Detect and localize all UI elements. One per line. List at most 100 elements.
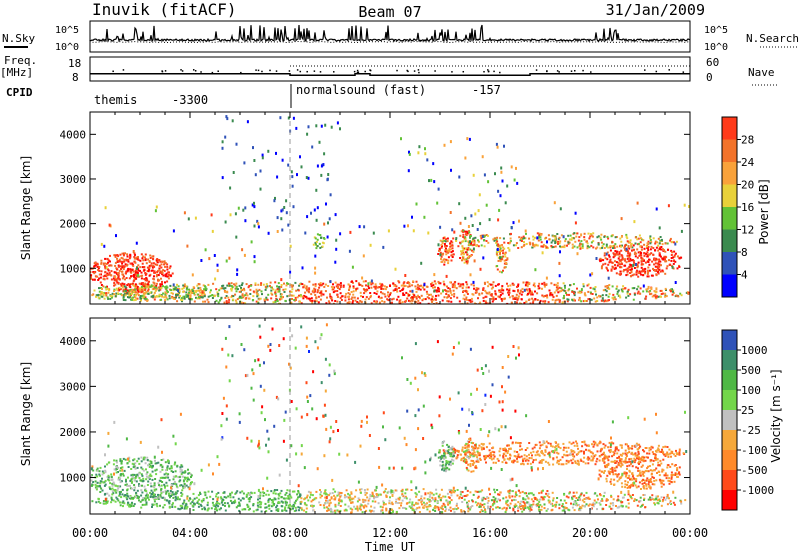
power-cell	[203, 289, 206, 292]
velocity-cell	[164, 486, 166, 489]
power-cell	[349, 230, 352, 234]
power-cell	[606, 258, 609, 261]
power-cell	[155, 205, 158, 209]
power-cell	[312, 243, 315, 246]
power-cell	[401, 301, 404, 304]
power-cell	[144, 292, 147, 295]
power-cell	[161, 280, 163, 283]
velocity-cell	[102, 472, 105, 475]
velocity-cell	[434, 498, 437, 501]
power-cell	[149, 291, 152, 294]
velocity-cell	[349, 507, 352, 510]
power-cell	[652, 253, 655, 256]
velocity-cell	[151, 506, 153, 508]
power-cell	[493, 239, 496, 242]
velocity-cell	[271, 504, 274, 507]
power-cell	[440, 258, 442, 260]
power-cell	[126, 264, 128, 267]
power-cell	[164, 281, 166, 284]
power-cell	[144, 259, 147, 262]
power-cell	[504, 201, 507, 205]
power-cell	[560, 290, 563, 293]
power-cell	[199, 291, 202, 294]
power-cell	[611, 241, 614, 244]
velocity-cell	[201, 508, 204, 511]
power-cell	[559, 240, 562, 243]
power-cell	[302, 286, 305, 289]
power-cell	[464, 289, 467, 292]
velocity-cell	[183, 499, 186, 502]
power-cell	[447, 290, 450, 293]
power-cell	[636, 238, 639, 241]
power-cell	[124, 289, 127, 292]
velocity-cell	[145, 468, 147, 471]
velocity-cell	[564, 506, 567, 509]
power-cell	[563, 244, 566, 247]
power-cell	[501, 292, 504, 295]
velocity-cell	[575, 497, 578, 499]
velocity-cell	[305, 511, 308, 513]
velocity-cell	[199, 491, 201, 494]
power-cell	[658, 265, 661, 268]
velocity-cell	[404, 495, 407, 498]
velocity-cell	[522, 508, 525, 511]
power-cell	[485, 203, 488, 207]
power-cell	[159, 295, 162, 297]
power-cell	[664, 287, 667, 290]
velocity-cell	[656, 499, 659, 502]
power-cell	[487, 292, 490, 295]
power-colorbar-tick-label: 28	[741, 134, 754, 147]
velocity-cell	[156, 505, 159, 508]
velocity-cell	[486, 502, 489, 505]
power-cell	[608, 292, 611, 295]
power-cell	[477, 239, 479, 242]
nave-dot	[313, 70, 316, 72]
power-cell	[551, 239, 554, 242]
power-cell	[345, 292, 348, 295]
power-cell	[542, 243, 545, 246]
power-cell	[633, 261, 636, 264]
velocity-cell	[481, 510, 484, 513]
power-cell	[462, 290, 465, 292]
power-cell	[106, 287, 109, 290]
power-cell	[667, 204, 670, 208]
power-cell	[232, 171, 235, 174]
power-cell	[129, 256, 132, 259]
power-cell	[264, 288, 267, 291]
power-cell	[673, 241, 675, 244]
power-heatmap	[90, 115, 690, 304]
power-cell	[495, 142, 498, 146]
velocity-cell	[651, 494, 654, 497]
power-cell	[131, 288, 134, 291]
power-cell	[287, 163, 290, 167]
power-cell	[144, 256, 146, 259]
nave-dot	[462, 70, 465, 73]
power-cell	[172, 229, 175, 233]
power-cell	[245, 292, 248, 295]
velocity-cell	[539, 498, 541, 501]
power-cell	[536, 292, 539, 295]
velocity-cell	[385, 509, 388, 512]
velocity-cell	[277, 493, 280, 496]
velocity-cell	[117, 466, 120, 469]
nave-dot	[306, 70, 308, 73]
power-cell	[389, 302, 392, 304]
power-cell	[149, 264, 152, 267]
power-cell	[233, 283, 235, 286]
power-cell	[487, 180, 490, 184]
power-cell	[224, 291, 227, 293]
power-cell	[652, 237, 655, 240]
power-cell	[373, 292, 376, 294]
power-cell	[94, 271, 97, 273]
power-cell	[331, 299, 334, 302]
power-cell	[98, 269, 101, 272]
power-cell	[568, 293, 570, 296]
power-cell	[571, 246, 574, 249]
velocity-cell	[593, 499, 596, 502]
velocity-cell	[538, 500, 541, 503]
velocity-cell	[121, 466, 124, 469]
velocity-cell	[98, 470, 101, 473]
velocity-cell	[484, 497, 487, 500]
power-cell	[147, 270, 150, 273]
